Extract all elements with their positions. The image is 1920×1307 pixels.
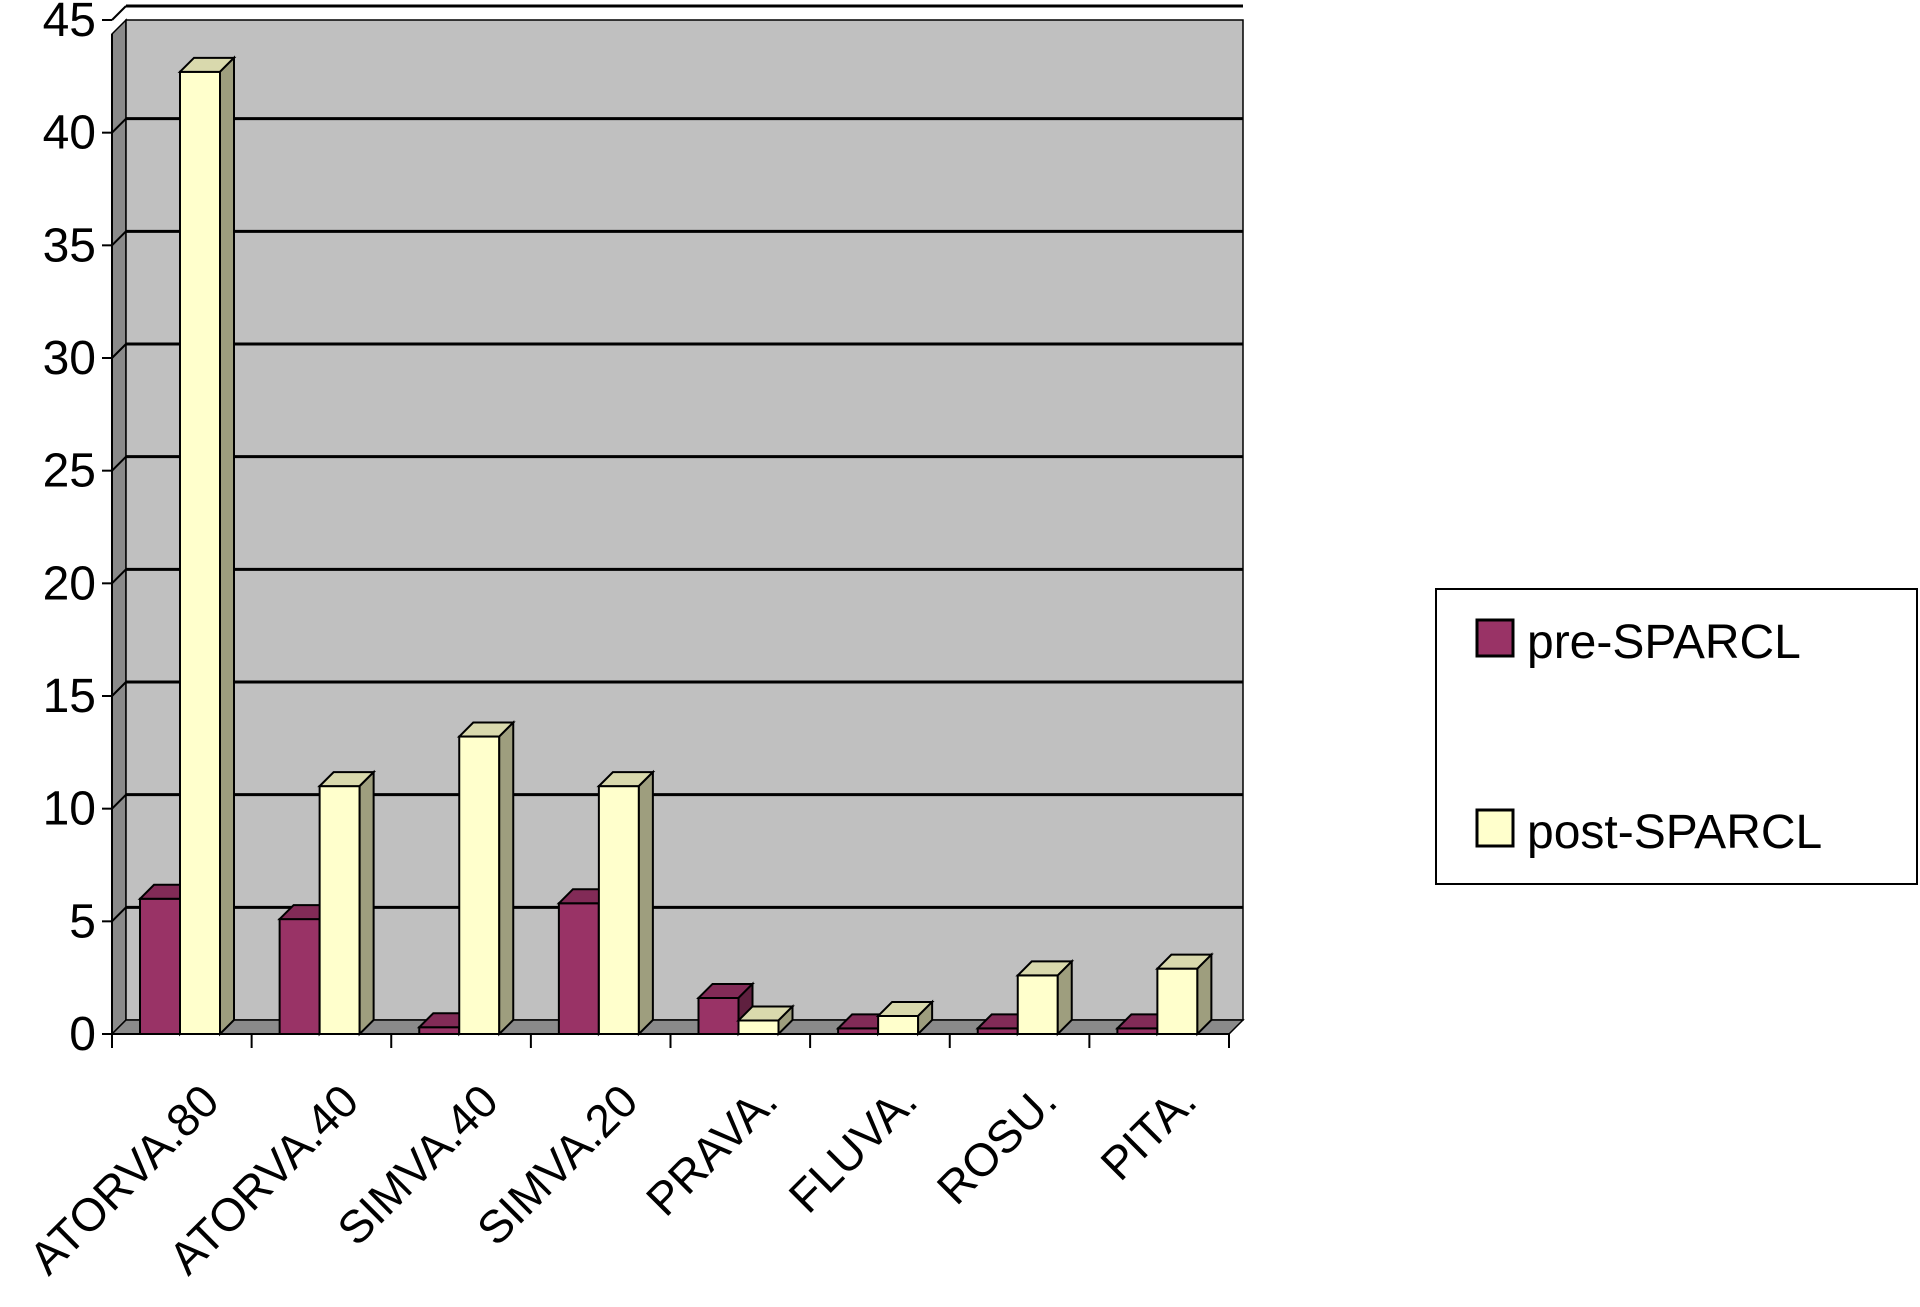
bar-post-sparcl-simva-20 (596, 769, 656, 1037)
y-tick-label: 45 (43, 0, 96, 47)
gridline-side (111, 681, 127, 697)
legend-label-post-sparcl: post-SPARCL (1527, 806, 1822, 859)
gridline-side (111, 568, 127, 585)
gridline-side (111, 117, 127, 134)
bar-post-sparcl-prava (736, 1004, 795, 1037)
x-axis-category-labels: ATORVA.80ATORVA.40SIMVA.40SIMVA.20PRAVA.… (19, 1074, 1206, 1284)
gridline-side (111, 906, 127, 923)
bar-post-sparcl-pita (1154, 952, 1214, 1037)
gridline-side (111, 793, 127, 810)
y-tick-label: 20 (43, 557, 96, 610)
gridline-side (111, 5, 127, 21)
bar-post-sparcl-atorva-40 (317, 769, 377, 1037)
gridline-side (111, 343, 127, 359)
plot-side-wall (111, 18, 127, 1036)
x-tick-label-fluva: FLUVA. (779, 1074, 927, 1222)
y-tick-label: 25 (43, 445, 96, 498)
plot-background (125, 19, 1244, 1021)
bars (137, 55, 1214, 1037)
x-tick-label-rosu: ROSU. (927, 1074, 1067, 1214)
bar-pre-sparcl-prava (696, 981, 755, 1037)
x-tick-label-pita: PITA. (1090, 1074, 1206, 1190)
bar-post-sparcl-rosu (1015, 958, 1075, 1037)
bar-post-sparcl-atorva-80 (177, 55, 237, 1037)
y-tick-label: 35 (43, 219, 96, 272)
bar-post-sparcl-simva-40 (456, 720, 516, 1037)
x-tick-label-prava: PRAVA. (636, 1074, 787, 1225)
y-tick-label: 5 (69, 895, 96, 948)
legend-swatch-pre-sparcl (1475, 618, 1515, 658)
gridline-side (111, 455, 127, 472)
y-axis-tick-labels: 0 5 10 15 20 25 30 35 40 45 (43, 0, 96, 1061)
y-tick-label: 15 (43, 670, 96, 723)
gridline-side (111, 230, 127, 247)
gridlines (111, 4, 1243, 923)
y-tick-label: 0 (69, 1008, 96, 1061)
plot-back-wall (110, 18, 1245, 1036)
y-tick-label: 30 (43, 332, 96, 385)
legend-box (1435, 588, 1918, 885)
legend-label-pre-sparcl: pre-SPARCL (1527, 616, 1801, 669)
y-tick-label: 10 (43, 783, 96, 836)
legend: pre-SPARCL post-SPARCL (1435, 588, 1918, 885)
bar-post-sparcl-fluva (875, 999, 935, 1037)
legend-swatch-post-sparcl (1475, 808, 1515, 848)
y-tick-label: 40 (43, 107, 96, 160)
